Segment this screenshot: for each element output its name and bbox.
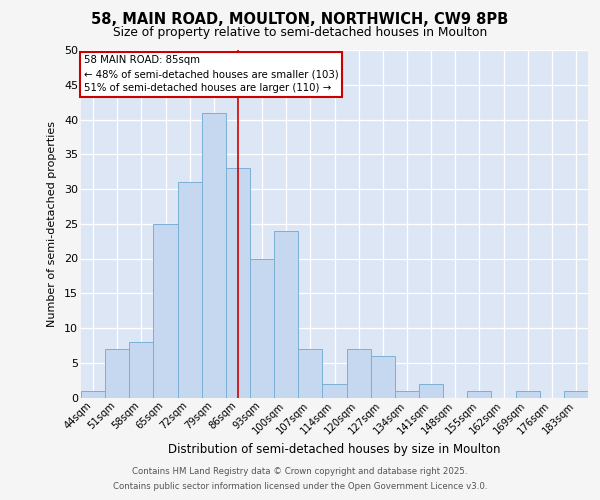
Bar (564, 390, 588, 398)
Bar (129, 342, 154, 398)
Bar (371, 356, 395, 398)
Bar (395, 390, 419, 398)
Bar (226, 168, 250, 398)
Bar (274, 230, 298, 398)
Bar (322, 384, 347, 398)
Bar (347, 349, 371, 398)
Y-axis label: Number of semi-detached properties: Number of semi-detached properties (47, 120, 57, 327)
Bar (298, 349, 322, 398)
Text: 58 MAIN ROAD: 85sqm
← 48% of semi-detached houses are smaller (103)
51% of semi-: 58 MAIN ROAD: 85sqm ← 48% of semi-detach… (83, 55, 338, 93)
Text: Contains HM Land Registry data © Crown copyright and database right 2025.: Contains HM Land Registry data © Crown c… (132, 467, 468, 476)
Bar (154, 224, 178, 398)
Bar (81, 390, 105, 398)
X-axis label: Distribution of semi-detached houses by size in Moulton: Distribution of semi-detached houses by … (168, 443, 501, 456)
Bar (515, 390, 540, 398)
Bar (467, 390, 491, 398)
Bar (250, 258, 274, 398)
Text: 58, MAIN ROAD, MOULTON, NORTHWICH, CW9 8PB: 58, MAIN ROAD, MOULTON, NORTHWICH, CW9 8… (91, 12, 509, 28)
Bar (202, 112, 226, 398)
Text: Contains public sector information licensed under the Open Government Licence v3: Contains public sector information licen… (113, 482, 487, 491)
Bar (178, 182, 202, 398)
Bar (419, 384, 443, 398)
Text: Size of property relative to semi-detached houses in Moulton: Size of property relative to semi-detach… (113, 26, 487, 39)
Bar (105, 349, 129, 398)
